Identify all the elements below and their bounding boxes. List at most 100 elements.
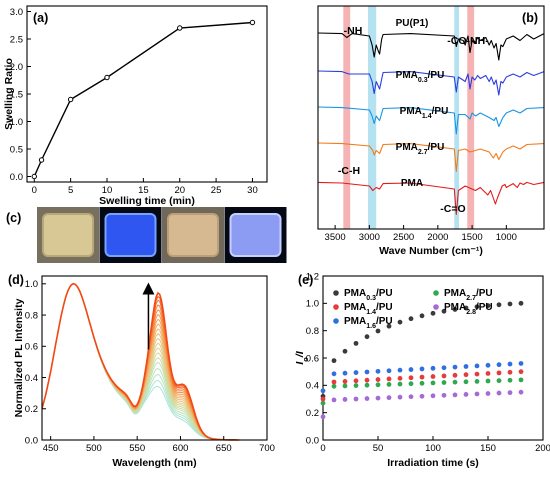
panel-d-xtick-label: 600 bbox=[173, 443, 189, 454]
panel-e-point bbox=[386, 376, 392, 382]
panel-e-label: (e) bbox=[298, 273, 313, 287]
panel-a-xtick-label: 15 bbox=[138, 185, 149, 196]
panel-e-point bbox=[342, 370, 348, 376]
panel-b-annotation: -C-H bbox=[338, 165, 360, 177]
panel-e-point bbox=[496, 362, 502, 368]
panel-e-point bbox=[496, 370, 502, 376]
panel-e-legend-entry: PMA2.7/PU bbox=[444, 288, 493, 302]
panel-d-spectrum bbox=[41, 283, 240, 441]
panel-d-spectrum bbox=[41, 282, 240, 441]
panel-d-spectrum bbox=[41, 283, 240, 441]
panel-e-point bbox=[441, 373, 447, 379]
panel-b-band bbox=[454, 6, 460, 229]
panel-d-frame bbox=[41, 275, 268, 441]
panel-a-xtick-label: 30 bbox=[247, 185, 258, 196]
panel-b-xtick-label: 1500 bbox=[462, 232, 483, 243]
panel-a-ytick-label: 0.0 bbox=[10, 172, 23, 183]
panel-e-point bbox=[419, 366, 425, 372]
panel-d-spectrum bbox=[41, 283, 240, 441]
panel-d-spectrum bbox=[41, 283, 240, 441]
panel-e-point bbox=[408, 394, 414, 400]
panel-d-spectrum bbox=[41, 283, 240, 441]
panel-b-series-label: PMA0.3/PU bbox=[396, 70, 445, 84]
panel-d-spectrum bbox=[41, 283, 240, 441]
panel-e-point bbox=[518, 377, 524, 383]
panel-e-ytick-label: 1.2 bbox=[306, 271, 319, 282]
panel-a-ytick-label: 1.5 bbox=[10, 89, 23, 100]
panel-e-point bbox=[474, 378, 480, 384]
panel-b-spectrum bbox=[317, 70, 545, 96]
panel-e-point bbox=[474, 304, 480, 310]
panel-e-point bbox=[474, 371, 480, 377]
panel-b-xtick-label: 3000 bbox=[359, 232, 380, 243]
panel-e-point bbox=[331, 383, 337, 389]
panel-e-point bbox=[342, 378, 348, 384]
panel-b-series-label: PMA1.4/PU bbox=[400, 106, 449, 120]
panel-e-point bbox=[408, 316, 414, 322]
panel-e-point bbox=[331, 358, 337, 364]
panel-a-xtick-label: 5 bbox=[68, 185, 73, 196]
panel-e-point bbox=[397, 319, 403, 325]
panel-e-point bbox=[364, 382, 370, 388]
panel-a-label: (a) bbox=[33, 11, 48, 25]
panel-e-point bbox=[474, 391, 480, 397]
photo-film-sample bbox=[42, 213, 94, 257]
panel-e-point bbox=[452, 364, 458, 370]
panel-d-xtick-label: 650 bbox=[216, 443, 232, 454]
panel-a-ytick-label: 3.0 bbox=[10, 7, 23, 18]
panel-b-series-label: PMA2.7/PU bbox=[396, 142, 445, 156]
panel-e-point bbox=[430, 374, 436, 379]
panel-e-point bbox=[496, 390, 502, 396]
panel-a-point bbox=[104, 74, 110, 81]
panel-e-point bbox=[485, 371, 491, 376]
panel-a-point bbox=[38, 157, 45, 163]
panel-a-xtick-label: 20 bbox=[174, 185, 185, 196]
panel-d-spectrum bbox=[41, 283, 240, 441]
panel-e-point bbox=[342, 348, 348, 354]
panel-e-point bbox=[353, 340, 359, 346]
panel-e-point bbox=[375, 368, 381, 374]
panel-e-legend-entry: PMA1.4/PU bbox=[344, 302, 393, 316]
panel-e-point bbox=[386, 382, 392, 387]
panel-e-ylabel: Io/I bbox=[294, 350, 310, 364]
panel-e-point bbox=[452, 372, 458, 378]
panel-e-point bbox=[430, 380, 436, 386]
panel-e-point bbox=[419, 393, 425, 399]
panel-e-point bbox=[397, 381, 403, 387]
panel-e-point bbox=[441, 380, 447, 385]
panel-e-point bbox=[518, 369, 524, 375]
panel-d-spectrum bbox=[41, 283, 240, 441]
panel-e-point bbox=[441, 392, 447, 398]
panel-a-ylabel: Swelling Ratio bbox=[3, 58, 15, 130]
panel-e-ytick-label: 0.8 bbox=[306, 326, 319, 337]
panel-d-xtick-label: 500 bbox=[86, 443, 102, 454]
photo-film-sample bbox=[229, 213, 282, 257]
panel-b-series-label: PU(P1) bbox=[396, 18, 429, 29]
panel-b-xtick-label: 3500 bbox=[325, 232, 346, 243]
panel-e-legend-entry: PMA1.6/PU bbox=[344, 316, 393, 330]
panel-e-point bbox=[419, 374, 425, 380]
panel-b-spectrum bbox=[317, 142, 545, 173]
panel-e-point bbox=[342, 397, 348, 402]
panel-a-xtick-label: 10 bbox=[102, 185, 113, 196]
panel-e-point bbox=[386, 368, 392, 374]
panel-e-point bbox=[331, 397, 337, 403]
panel-e-point bbox=[331, 379, 337, 385]
panel-e-point bbox=[342, 383, 348, 389]
panel-e-point bbox=[507, 390, 513, 396]
panel-a-xtick-label: 25 bbox=[211, 185, 222, 196]
panel-e-point bbox=[375, 377, 381, 382]
panel-e-point bbox=[518, 361, 524, 366]
panel-e-ytick-label: 0.2 bbox=[306, 408, 319, 419]
panel-b-annotation: -CO-NH- bbox=[447, 35, 489, 47]
panel-e-legend-marker bbox=[333, 304, 339, 310]
panel-b-annotation: -NH bbox=[344, 25, 363, 37]
panel-e-point bbox=[441, 365, 447, 371]
panel-b-spectrum bbox=[317, 32, 545, 61]
panel-a-ytick-label: 1.0 bbox=[10, 117, 23, 128]
panel-d-spectrum bbox=[41, 283, 240, 441]
panel-e-point bbox=[452, 307, 458, 312]
panel-e-point bbox=[320, 388, 326, 394]
panel-e-point bbox=[353, 396, 359, 402]
panel-d-ytick-label: 0.4 bbox=[25, 373, 38, 384]
